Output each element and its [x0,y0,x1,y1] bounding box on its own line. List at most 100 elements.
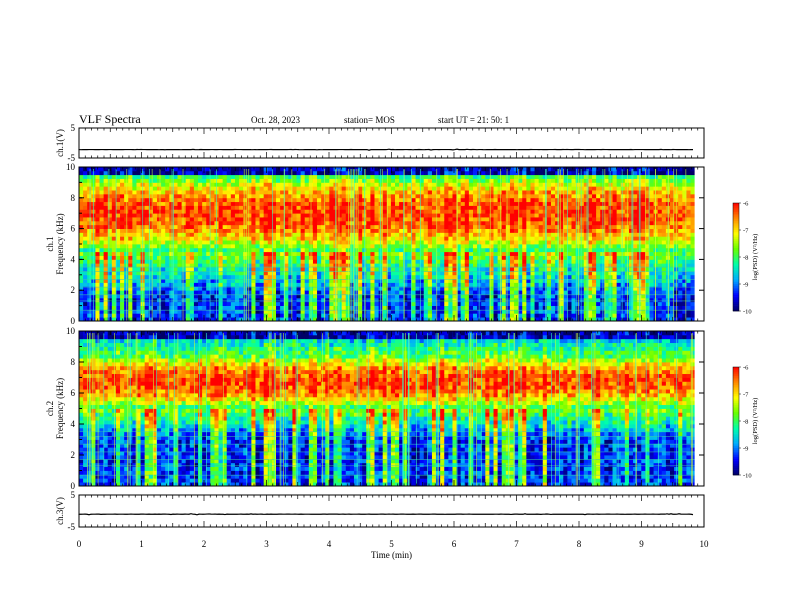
spectrogram-cell [247,220,252,226]
spectrogram-cell [185,174,191,179]
spectrogram-cell [304,240,310,245]
spectrogram-cell [579,244,585,249]
spectrogram-cell [526,301,531,306]
spectrogram-cell [173,305,178,310]
spectrogram-cell [522,201,527,206]
spectrogram-cell [530,274,535,280]
spectrogram-cell [267,259,273,264]
spectrogram-cell [530,251,535,256]
spectrogram-cell [395,201,400,206]
spectrogram-cell [423,255,429,260]
spectrogram-cell [292,247,297,253]
spectrogram-cell [452,263,457,268]
spectrogram-cell [239,182,244,187]
spectrogram-cell [120,193,125,199]
spectrogram-cell [399,209,404,214]
spectrogram-cell [382,309,388,314]
spectrogram-cell [124,297,129,303]
spectrogram-cell [280,297,285,303]
spectrogram-cell [189,224,195,229]
spectrogram-cell [263,201,269,206]
spectrogram-cell [222,170,228,176]
spectrogram-cell [493,244,499,249]
spectrogram-cell [284,286,289,291]
spectrogram-cell [390,297,396,303]
spectrogram-cell [407,286,412,291]
spectrogram-cell [559,209,564,214]
spectrogram-cell [341,259,347,264]
spectrogram-cell [366,278,371,283]
spectrogram-cell [427,255,433,260]
spectrogram-cell [173,282,178,287]
spectrogram-cell [136,174,141,179]
spectrogram-cell [509,228,515,233]
spectrogram-cell [288,232,293,237]
spectrogram-cell [431,251,437,256]
spectrogram-cell [538,305,544,310]
spectrogram-cell [546,167,552,172]
spectrogram-cell [251,282,256,287]
spectrogram-cell [87,186,92,191]
spectrogram-cell [271,282,277,287]
spectrogram-cell [509,274,515,280]
spectrogram-cell [534,178,540,183]
spectrogram-cell [263,240,269,245]
spectrogram-cell [337,236,343,241]
spectrogram-cell [111,286,117,291]
spectrogram-cell [460,224,466,229]
spectrogram-cell [489,217,494,222]
spectrogram-cell [546,270,552,276]
spectrogram-cell [518,190,523,195]
spectrogram-cell [505,170,511,176]
spectrogram-cell [99,305,105,310]
spectrogram-cell [177,228,182,233]
spectrogram-cell [390,247,396,253]
spectrogram-cell [243,193,248,199]
spectrogram-cell [514,309,519,314]
spectrogram-cell [473,190,478,195]
spectrogram-cell [189,297,195,303]
spectrogram-cell [115,205,121,210]
spectrogram-cell [317,220,322,226]
spectrogram-cell [583,167,589,172]
spectrogram-cell [173,232,178,237]
spectrogram-cell [538,228,544,233]
spectrogram-cell [427,263,433,268]
spectrogram-cell [132,309,137,314]
spectrogram-cell [292,309,297,314]
spectrogram-cell [312,174,318,179]
spectrogram-cell [276,286,281,291]
spectrogram-cell [481,186,486,191]
spectrogram-cell [284,240,289,245]
spectrogram-cell [276,182,281,187]
spectrogram-cell [288,247,293,253]
spectrogram-cell [341,244,347,249]
spectrogram-cell [431,190,437,195]
spectrogram-cell [399,247,404,253]
spectrogram-cell [156,213,162,218]
spectrogram-cell [107,213,113,218]
spectrogram-cell [79,232,84,237]
spectrogram-cell [579,170,585,176]
spectrogram-cell [407,190,412,195]
spectrogram-cell [436,282,441,287]
spectrogram-cell [501,259,507,264]
spectrogram-cell [177,286,182,291]
spectrogram-cell [300,186,306,191]
spectrogram-cell [436,240,441,245]
spectrogram-cell [136,186,141,191]
spectrogram-cell [177,313,182,318]
spectrogram-cell [152,205,158,210]
spectrogram-cell [296,305,302,310]
spectrogram-cell [165,186,170,191]
spectrogram-cell [259,201,265,206]
spectrogram-cell [534,247,540,253]
spectrogram-cell [509,174,515,179]
spectrogram-cell [485,251,490,256]
spectrogram-cell [427,301,433,306]
spectrogram-cell [530,286,535,291]
spectrogram-cell [526,278,531,283]
spectrogram-cell [312,247,318,253]
spectrogram-cell [312,170,318,176]
spectrogram-cell [522,220,527,226]
